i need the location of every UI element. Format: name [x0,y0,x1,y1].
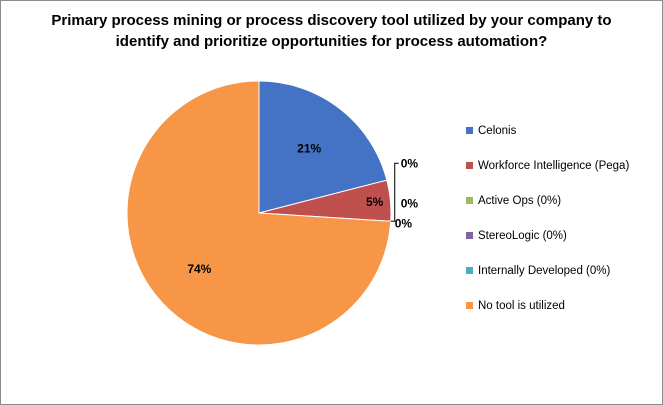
legend-item-active-ops: Active Ops (0%) [466,183,629,218]
legend-swatch [466,302,473,309]
data-label-internally-developed: 0% [395,216,413,230]
pie-slices [126,80,392,346]
legend-item-workforce-intelligence: Workforce Intelligence (Pega) [466,148,629,183]
legend-swatch [466,127,473,134]
legend-item-internally-developed: Internally Developed (0%) [466,253,629,288]
data-label-no-tool-is-utilized: 74% [187,262,211,276]
legend-swatch [466,197,473,204]
legend-item-no-tool: No tool is utilized [466,288,629,323]
legend-swatch [466,267,473,274]
chart-title-line-2: identify and prioritize opportunities fo… [115,33,548,50]
legend-label: StereoLogic (0%) [478,229,567,242]
legend-label: No tool is utilized [478,299,565,312]
chart-title-line-1: Primary process mining or process discov… [51,12,612,29]
data-label-stereologic: 0% [401,196,419,210]
leader-lines [390,162,399,222]
data-label-active-ops: 0% [401,156,419,170]
data-label-celonis: 21% [297,141,321,155]
legend-item-stereologic: StereoLogic (0%) [466,218,629,253]
legend-label: Workforce Intelligence (Pega) [478,159,630,172]
chart-title: Primary process mining or process discov… [21,10,642,52]
legend-label: Celonis [478,124,517,137]
leader-line-active-ops [390,162,399,222]
legend-label: Active Ops (0%) [478,194,562,207]
legend: Celonis Workforce Intelligence (Pega) Ac… [466,113,629,323]
data-label-workforce-intelligence: 5% [366,195,384,209]
legend-item-celonis: Celonis [466,113,629,148]
legend-label: Internally Developed (0%) [478,264,611,277]
pie-slice-no-tool-is-utilized [126,80,392,346]
pie-slice-celonis [258,80,388,214]
legend-swatch [466,162,473,169]
legend-swatch [466,232,473,239]
data-labels: 21% 5% 74% 0% 0% 0% [187,141,418,276]
